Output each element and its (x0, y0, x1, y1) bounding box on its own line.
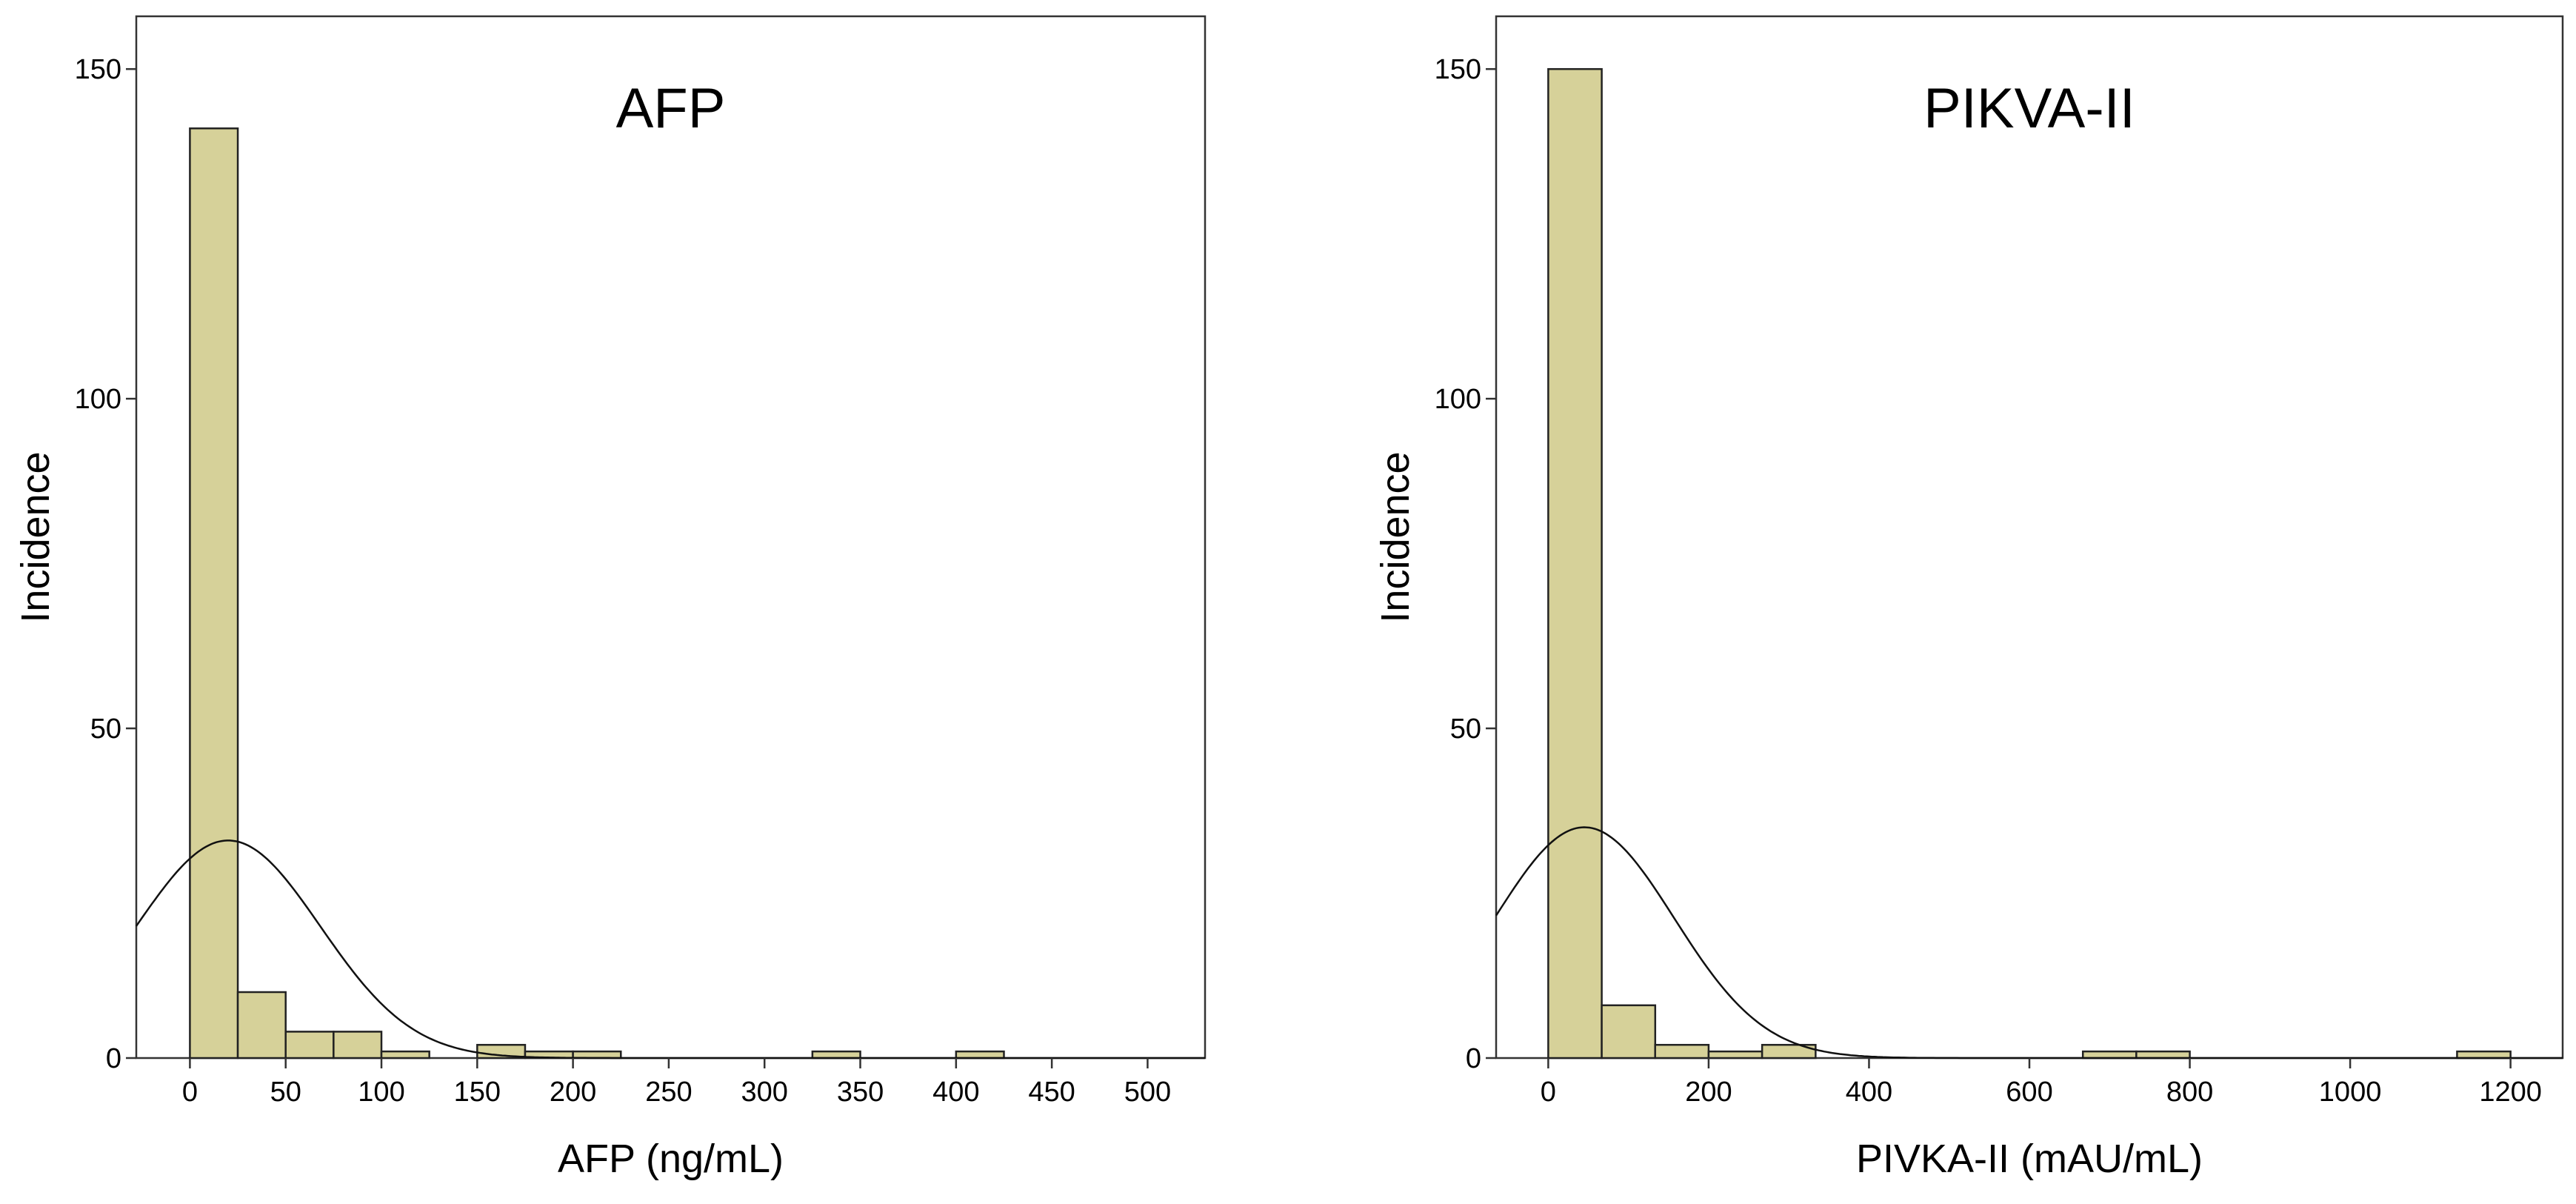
histogram-bar (1761, 1043, 1817, 1060)
histogram-bar (236, 991, 287, 1060)
x-tick-label: 1000 (2319, 1077, 2382, 1108)
x-axis-title: PIVKA-II (mAU/mL) (1856, 1137, 2203, 1181)
y-tick-label: 100 (75, 384, 121, 415)
histogram-bar (1601, 1004, 1657, 1060)
y-axis-title: Incidence (13, 451, 58, 622)
histogram-bar (1547, 67, 1603, 1060)
x-tick-label: 0 (182, 1077, 198, 1108)
pivka-histogram-panel: 0 200 400 600 800 1000 1200 0 50 100 150 PIKVA-II PI… (1373, 15, 2564, 1181)
y-tick-label: 100 (1435, 384, 1481, 415)
x-tick-label: 1200 (2479, 1077, 2542, 1108)
y-tick-label: 150 (1435, 54, 1481, 85)
histogram-bar (380, 1050, 430, 1060)
y-tick-label: 50 (90, 714, 121, 745)
x-axis-title: AFP (ng/mL) (558, 1137, 784, 1181)
histogram-bar (333, 1031, 383, 1060)
histogram-bar (2456, 1050, 2512, 1060)
chart-title: AFP (616, 77, 726, 140)
histogram-bar (284, 1031, 335, 1060)
x-tick-label: 100 (358, 1077, 404, 1108)
x-tick-label: 800 (2166, 1077, 2213, 1108)
histogram-bar (2081, 1050, 2138, 1060)
y-axis-title: Incidence (1373, 451, 1418, 622)
x-tick-label: 400 (1846, 1077, 1892, 1108)
histogram-bar (189, 127, 239, 1060)
x-tick-label: 500 (1124, 1077, 1171, 1108)
normal-distribution-curve (135, 839, 1205, 1060)
x-tick-label: 350 (837, 1077, 884, 1108)
x-tick-label: 0 (1541, 1077, 1556, 1108)
histogram-bar (2135, 1050, 2191, 1060)
x-tick-label: 50 (270, 1077, 301, 1108)
x-tick-label: 200 (1685, 1077, 1732, 1108)
x-tick-label: 250 (645, 1077, 692, 1108)
histogram-bar (955, 1050, 1005, 1060)
x-tick-label: 300 (741, 1077, 788, 1108)
y-tick-label: 0 (1466, 1043, 1481, 1074)
histogram-bar (1654, 1043, 1710, 1060)
x-tick-label: 150 (454, 1077, 501, 1108)
chart-title: PIKVA-II (1923, 77, 2135, 140)
x-tick-label: 450 (1028, 1077, 1075, 1108)
histogram-bar (1707, 1050, 1764, 1060)
x-tick-label: 600 (2006, 1077, 2052, 1108)
plot-frame (1495, 15, 2564, 1060)
histogram-bar (811, 1050, 861, 1060)
x-tick-label: 400 (932, 1077, 979, 1108)
y-tick-label: 0 (106, 1043, 121, 1074)
plot-frame (135, 15, 1207, 1060)
afp-histogram-panel: 0 50 100 150 200 250 300 350 400 450 500 0 50 100 150 A… (13, 15, 1207, 1181)
y-tick-label: 50 (1450, 714, 1481, 745)
y-tick-label: 150 (75, 54, 121, 85)
x-tick-label: 200 (550, 1077, 596, 1108)
